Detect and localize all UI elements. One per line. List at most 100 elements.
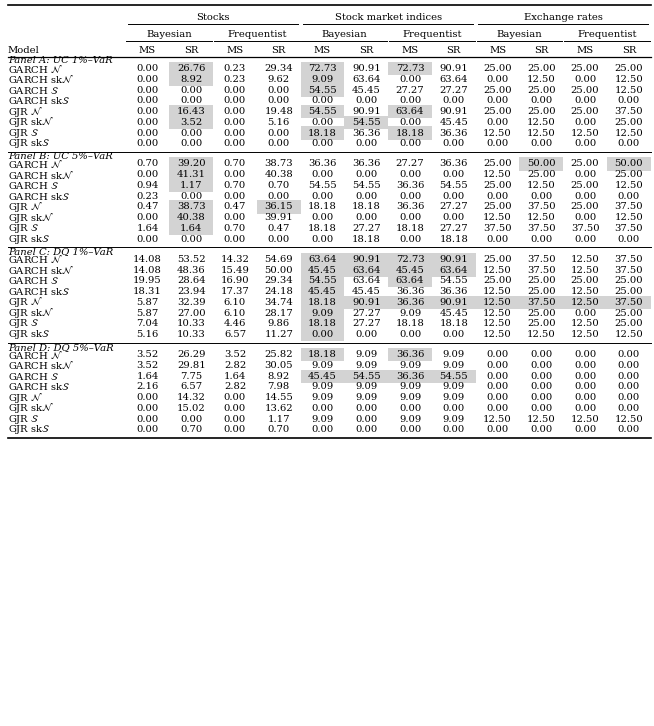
Text: 0.00: 0.00 bbox=[136, 129, 158, 137]
Text: 3.52: 3.52 bbox=[224, 350, 246, 359]
Text: 63.64: 63.64 bbox=[439, 75, 468, 83]
Text: 0.00: 0.00 bbox=[618, 383, 640, 391]
Text: 37.50: 37.50 bbox=[527, 266, 556, 274]
Text: 25.00: 25.00 bbox=[483, 277, 512, 285]
Text: 37.50: 37.50 bbox=[615, 266, 643, 274]
Text: GARCH $\mathcal{S}$: GARCH $\mathcal{S}$ bbox=[8, 371, 59, 382]
Text: 18.18: 18.18 bbox=[308, 319, 337, 328]
Text: 25.00: 25.00 bbox=[527, 170, 556, 179]
Text: 5.16: 5.16 bbox=[267, 118, 290, 127]
Text: 0.00: 0.00 bbox=[180, 192, 202, 200]
Text: 4.46: 4.46 bbox=[224, 319, 246, 328]
Text: 27.27: 27.27 bbox=[352, 224, 381, 233]
Text: 63.64: 63.64 bbox=[396, 107, 424, 116]
Text: 29.81: 29.81 bbox=[177, 361, 205, 370]
Text: 36.36: 36.36 bbox=[396, 350, 424, 359]
Text: 12.50: 12.50 bbox=[571, 330, 600, 339]
Text: 0.00: 0.00 bbox=[136, 393, 158, 402]
Text: 0.00: 0.00 bbox=[136, 404, 158, 413]
Bar bbox=[519, 295, 563, 309]
Bar bbox=[301, 253, 345, 266]
Text: 12.50: 12.50 bbox=[571, 255, 600, 264]
Text: 25.00: 25.00 bbox=[527, 277, 556, 285]
Text: 0.00: 0.00 bbox=[618, 97, 640, 105]
Text: 0.70: 0.70 bbox=[180, 425, 202, 434]
Text: 0.70: 0.70 bbox=[224, 160, 246, 168]
Text: Bayesian: Bayesian bbox=[146, 30, 192, 38]
Bar bbox=[388, 295, 432, 309]
Text: 0.00: 0.00 bbox=[574, 309, 596, 317]
Text: 0.00: 0.00 bbox=[487, 118, 509, 127]
Text: 38.73: 38.73 bbox=[177, 203, 205, 211]
Text: 0.00: 0.00 bbox=[574, 404, 596, 413]
Bar bbox=[169, 200, 213, 213]
Text: 12.50: 12.50 bbox=[483, 330, 512, 339]
Text: 90.91: 90.91 bbox=[352, 64, 381, 73]
Text: 0.00: 0.00 bbox=[443, 330, 465, 339]
Text: 0.00: 0.00 bbox=[574, 192, 596, 200]
Text: 16.43: 16.43 bbox=[177, 107, 205, 116]
Text: 0.00: 0.00 bbox=[136, 75, 158, 83]
Text: 0.00: 0.00 bbox=[530, 372, 553, 380]
Text: 7.98: 7.98 bbox=[267, 383, 290, 391]
Text: 0.00: 0.00 bbox=[311, 213, 334, 222]
Text: SR: SR bbox=[184, 46, 198, 54]
Text: 0.00: 0.00 bbox=[618, 425, 640, 434]
Text: 37.50: 37.50 bbox=[527, 255, 556, 264]
Text: 0.00: 0.00 bbox=[224, 393, 246, 402]
Text: 5.16: 5.16 bbox=[136, 330, 158, 339]
Text: 9.09: 9.09 bbox=[355, 350, 377, 359]
Text: 0.00: 0.00 bbox=[136, 170, 158, 179]
Text: 0.00: 0.00 bbox=[399, 213, 421, 222]
Text: 23.94: 23.94 bbox=[177, 287, 205, 296]
Text: 0.00: 0.00 bbox=[530, 139, 553, 148]
Bar bbox=[301, 83, 345, 97]
Text: 12.50: 12.50 bbox=[483, 287, 512, 296]
Text: 26.29: 26.29 bbox=[177, 350, 205, 359]
Text: 12.50: 12.50 bbox=[571, 298, 600, 307]
Text: 27.27: 27.27 bbox=[439, 86, 468, 94]
Text: GARCH sk$\mathcal{S}$: GARCH sk$\mathcal{S}$ bbox=[8, 191, 70, 202]
Text: 63.64: 63.64 bbox=[352, 277, 381, 285]
Text: 12.50: 12.50 bbox=[571, 266, 600, 274]
Text: 0.00: 0.00 bbox=[224, 118, 246, 127]
Text: 40.38: 40.38 bbox=[177, 213, 205, 222]
Text: 1.64: 1.64 bbox=[224, 372, 246, 380]
Text: 0.00: 0.00 bbox=[224, 97, 246, 105]
Text: 0.00: 0.00 bbox=[574, 213, 596, 222]
Text: 0.00: 0.00 bbox=[618, 192, 640, 200]
Text: 50.00: 50.00 bbox=[264, 266, 293, 274]
Text: 27.27: 27.27 bbox=[352, 319, 381, 328]
Text: Stock market indices: Stock market indices bbox=[335, 13, 441, 22]
Text: 25.00: 25.00 bbox=[527, 86, 556, 94]
Text: 25.00: 25.00 bbox=[527, 319, 556, 328]
Text: 12.50: 12.50 bbox=[571, 415, 600, 424]
Text: GARCH sk$\mathcal{N}$: GARCH sk$\mathcal{N}$ bbox=[8, 73, 74, 85]
Text: 0.70: 0.70 bbox=[136, 160, 158, 168]
Bar bbox=[301, 317, 345, 330]
Text: Bayesian: Bayesian bbox=[322, 30, 368, 38]
Text: 12.50: 12.50 bbox=[483, 298, 512, 307]
Text: 14.32: 14.32 bbox=[220, 255, 249, 264]
Text: GARCH $\mathcal{N}$: GARCH $\mathcal{N}$ bbox=[8, 158, 63, 170]
Text: 0.00: 0.00 bbox=[311, 97, 334, 105]
Text: Model: Model bbox=[8, 46, 40, 54]
Text: 0.00: 0.00 bbox=[136, 139, 158, 148]
Text: MS: MS bbox=[402, 46, 419, 54]
Text: Panel D: DQ 5%–VaR: Panel D: DQ 5%–VaR bbox=[8, 343, 114, 351]
Text: 29.34: 29.34 bbox=[264, 277, 293, 285]
Text: 37.50: 37.50 bbox=[615, 224, 643, 233]
Text: 0.00: 0.00 bbox=[530, 97, 553, 105]
Bar bbox=[388, 264, 432, 277]
Text: 12.50: 12.50 bbox=[527, 129, 556, 137]
Text: 12.50: 12.50 bbox=[483, 309, 512, 317]
Text: 12.50: 12.50 bbox=[527, 75, 556, 83]
Text: GARCH $\mathcal{S}$: GARCH $\mathcal{S}$ bbox=[8, 180, 59, 191]
Text: 0.00: 0.00 bbox=[574, 118, 596, 127]
Text: GARCH sk$\mathcal{S}$: GARCH sk$\mathcal{S}$ bbox=[8, 381, 70, 393]
Text: 25.00: 25.00 bbox=[483, 203, 512, 211]
Text: 0.00: 0.00 bbox=[487, 234, 509, 244]
Text: GJR $\mathcal{N}$: GJR $\mathcal{N}$ bbox=[8, 391, 43, 404]
Text: 0.00: 0.00 bbox=[355, 139, 377, 148]
Text: 9.09: 9.09 bbox=[311, 361, 334, 370]
